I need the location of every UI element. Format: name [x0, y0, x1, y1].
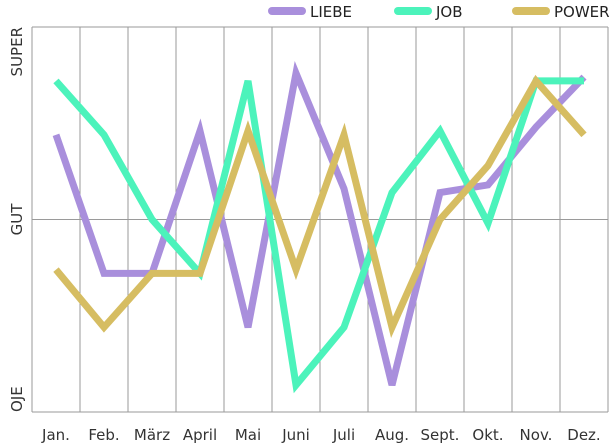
x-tick-label: Sept. — [421, 426, 460, 444]
x-tick-label: Feb. — [88, 426, 119, 444]
y-level-label: OJE — [8, 386, 26, 412]
legend-label-job: JOB — [435, 3, 463, 21]
x-tick-label: Mai — [235, 426, 261, 444]
x-tick-label: März — [134, 426, 170, 444]
y-level-label: SUPER — [8, 27, 26, 76]
x-tick-label: Dez. — [567, 426, 600, 444]
legend: LIEBE JOB POWER — [268, 3, 610, 21]
series-lines — [52, 61, 587, 394]
y-level-label: GUT — [8, 203, 26, 236]
x-tick-label: April — [183, 426, 217, 444]
series-line-job — [53, 77, 584, 394]
x-tick-label: Juni — [281, 426, 310, 444]
x-axis-tick-labels: Jan. Feb. März April Mai Juni Juli Aug. Sept. Okt… — [41, 426, 601, 444]
x-tick-label: Juli — [332, 426, 355, 444]
legend-label-power: POWER — [554, 3, 610, 21]
x-tick-label: Okt. — [472, 426, 503, 444]
x-tick-label: Nov. — [520, 426, 553, 444]
legend-label-liebe: LIEBE — [310, 3, 352, 21]
series-line-liebe — [52, 61, 587, 386]
x-tick-label: Aug. — [375, 426, 409, 444]
x-tick-label: Jan. — [41, 426, 70, 444]
y-axis-tick-labels: OJE GUT SUPER — [8, 27, 26, 412]
series-line-power — [53, 74, 587, 339]
